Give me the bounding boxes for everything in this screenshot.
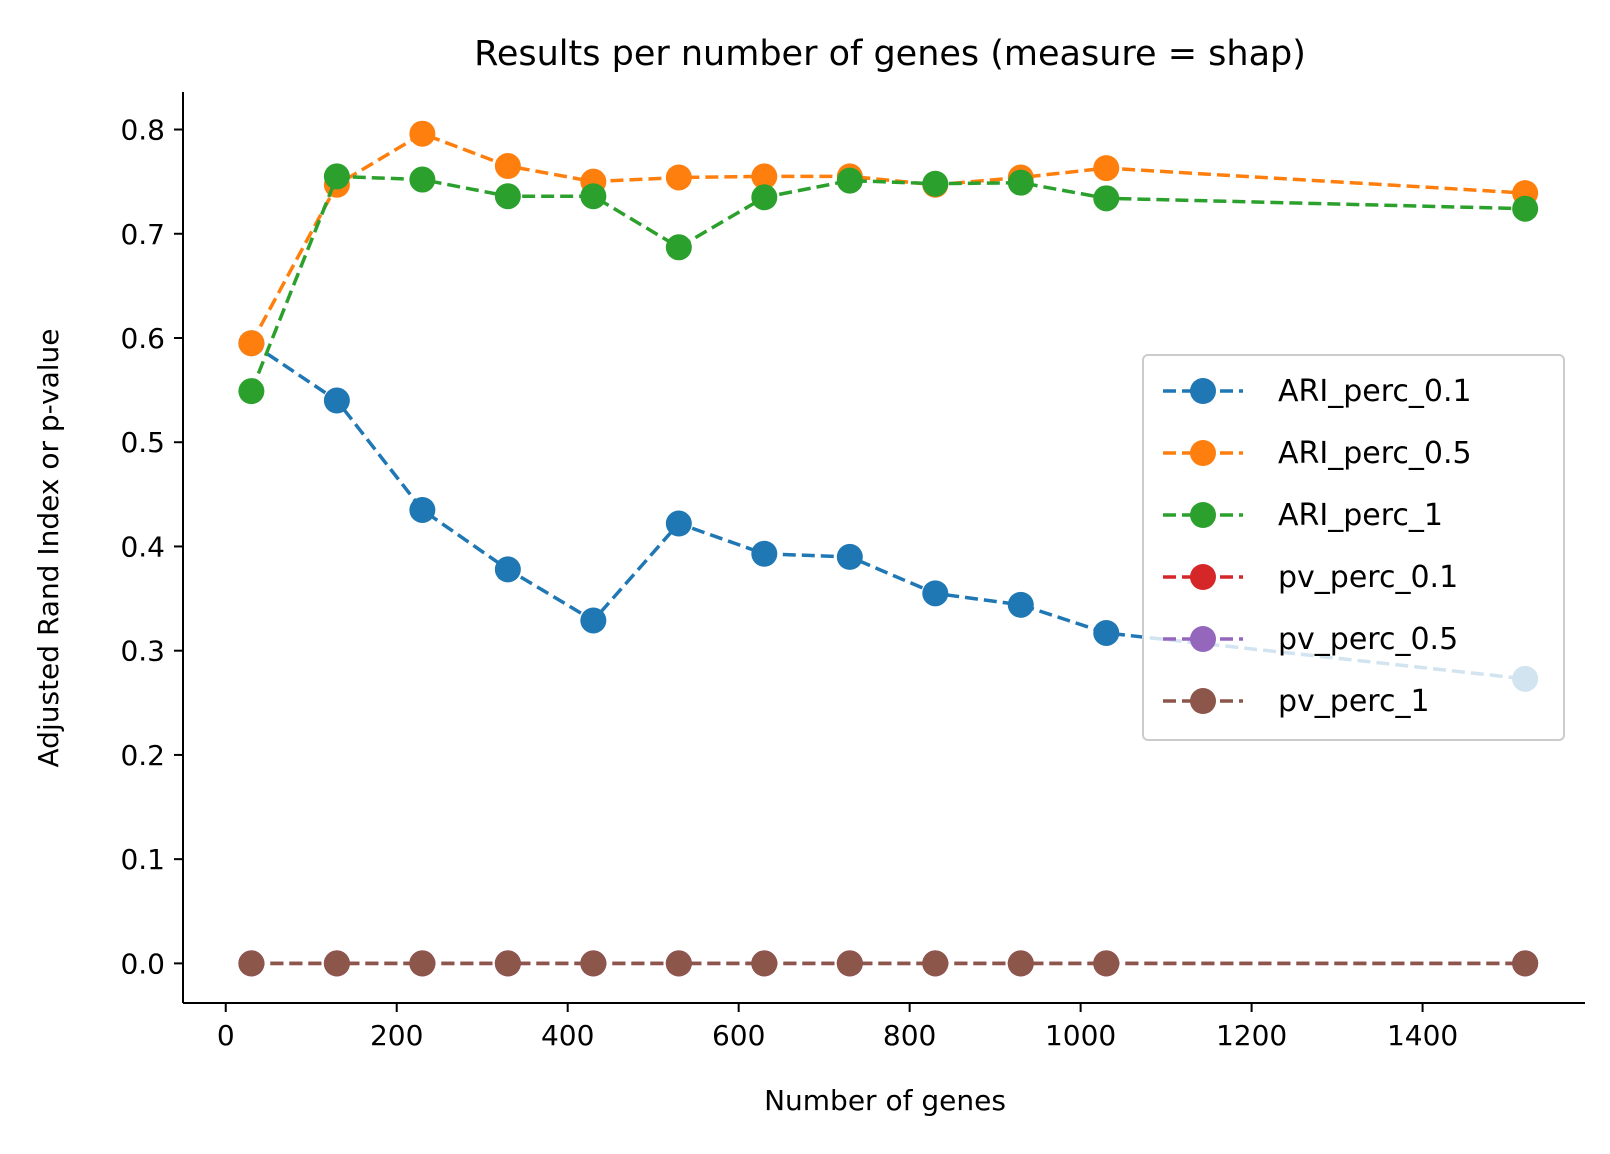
data-point — [922, 170, 949, 197]
legend: ARI_perc_0.1 ARI_perc_0.5 ARI_perc_1 pv_per… — [1142, 354, 1565, 741]
legend-label: ARI_perc_0.5 — [1278, 436, 1472, 471]
legend-marker — [1190, 440, 1216, 466]
data-point — [1093, 155, 1120, 182]
data-point — [1512, 195, 1539, 222]
data-point — [836, 167, 863, 194]
series-layer — [238, 120, 1539, 977]
data-point — [323, 950, 350, 977]
data-point — [494, 556, 521, 583]
legend-label: ARI_perc_0.1 — [1278, 374, 1472, 409]
data-point — [1093, 619, 1120, 646]
data-point — [751, 163, 778, 190]
data-point — [580, 607, 607, 634]
data-point — [1007, 950, 1034, 977]
data-point — [238, 378, 265, 405]
x-tick-label: 600 — [712, 1019, 765, 1052]
data-point — [580, 950, 607, 977]
legend-marker — [1190, 502, 1216, 528]
data-point — [836, 950, 863, 977]
legend-item: pv_perc_1 — [1163, 684, 1430, 719]
legend-marker — [1190, 626, 1216, 652]
data-point — [494, 153, 521, 180]
y-tick-label: 0.5 — [120, 426, 165, 459]
data-point — [323, 387, 350, 414]
legend-item: ARI_perc_0.5 — [1163, 436, 1472, 471]
series-ARI_perc_1 — [238, 163, 1539, 405]
data-point — [238, 950, 265, 977]
data-point — [409, 120, 436, 147]
x-tick-label: 1400 — [1387, 1019, 1458, 1052]
x-tick-label: 0 — [217, 1019, 235, 1052]
legend-marker — [1190, 688, 1216, 714]
series-pv_perc_1 — [238, 950, 1539, 977]
legend-label: pv_perc_0.1 — [1278, 560, 1458, 595]
y-tick-label: 0.6 — [120, 322, 165, 355]
legend-label: pv_perc_1 — [1278, 684, 1430, 719]
data-point — [409, 166, 436, 193]
y-tick-label: 0.1 — [120, 843, 165, 876]
x-tick-label: 800 — [883, 1019, 936, 1052]
legend-item: pv_perc_0.1 — [1163, 560, 1458, 595]
data-point — [922, 950, 949, 977]
data-point — [1093, 950, 1120, 977]
y-axis-label: Adjusted Rand Index or p-value — [32, 329, 65, 768]
x-tick-label: 200 — [370, 1019, 423, 1052]
data-point — [580, 183, 607, 210]
legend-item: ARI_perc_1 — [1163, 498, 1443, 533]
legend-label: pv_perc_0.5 — [1278, 622, 1458, 657]
data-point — [1512, 950, 1539, 977]
data-point — [751, 184, 778, 211]
data-point — [665, 950, 692, 977]
axes: 0 200 400 600 800 1000 1200 1400 0.0 0.1 0.2 0.3 0.4… — [120, 92, 1585, 1052]
data-point — [1093, 185, 1120, 212]
data-point — [409, 950, 436, 977]
data-point — [1007, 169, 1034, 196]
legend-label: ARI_perc_1 — [1278, 498, 1443, 533]
legend-marker — [1190, 378, 1216, 404]
chart-title: Results per number of genes (measure = s… — [474, 34, 1306, 74]
series-line — [249, 174, 1526, 392]
y-tick-label: 0.7 — [120, 218, 165, 251]
legend-item: ARI_perc_0.1 — [1163, 374, 1472, 409]
data-point — [922, 580, 949, 607]
y-tick-label: 0.2 — [120, 739, 165, 772]
data-point — [494, 183, 521, 210]
data-point — [751, 540, 778, 567]
data-point — [1007, 591, 1034, 618]
legend-box — [1142, 354, 1565, 741]
data-point — [665, 164, 692, 191]
data-point — [665, 510, 692, 537]
y-tick-label: 0.8 — [120, 114, 165, 147]
x-tick-label: 400 — [541, 1019, 594, 1052]
x-tick-label: 1000 — [1045, 1019, 1116, 1052]
data-point — [836, 543, 863, 570]
data-point — [238, 330, 265, 357]
data-point — [665, 234, 692, 261]
legend-item: pv_perc_0.5 — [1163, 622, 1458, 657]
data-point — [323, 163, 350, 190]
y-tick-label: 0.0 — [120, 947, 165, 980]
x-axis-label: Number of genes — [764, 1084, 1006, 1117]
series-line — [250, 341, 1526, 681]
series-line — [249, 131, 1526, 345]
data-point — [409, 496, 436, 523]
y-tick-label: 0.4 — [120, 530, 165, 563]
y-tick-label: 0.3 — [120, 635, 165, 668]
x-tick-label: 1200 — [1216, 1019, 1287, 1052]
legend-marker — [1190, 564, 1216, 590]
data-point — [751, 950, 778, 977]
series-ARI_perc_0.5 — [238, 120, 1539, 357]
data-point — [494, 950, 521, 977]
